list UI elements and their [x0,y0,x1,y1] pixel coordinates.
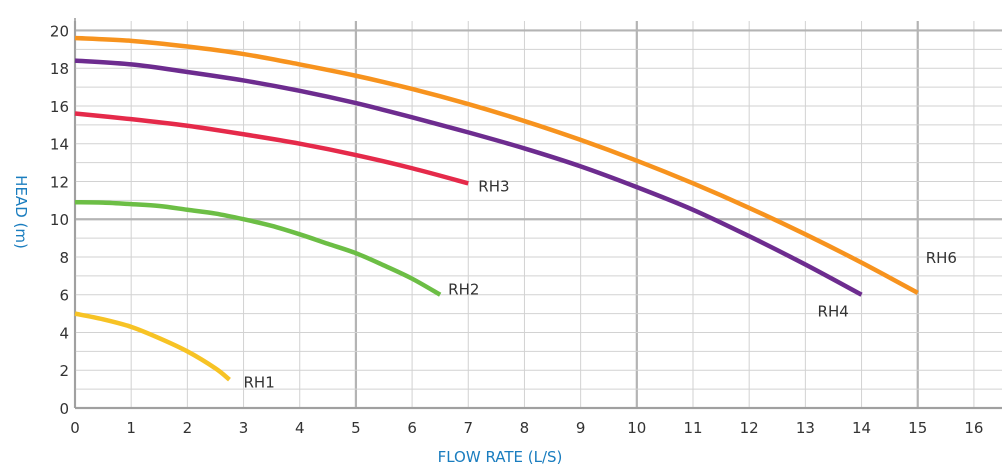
x-tick-label: 1 [126,419,136,437]
x-axis-title: FLOW RATE (L/S) [438,448,563,466]
series-label-rh2: RH2 [448,281,479,299]
y-tick-label: 16 [50,98,69,116]
x-tick-label: 6 [407,419,417,437]
x-tick-label: 5 [351,419,361,437]
series-lines [74,35,919,382]
x-tick-label: 16 [964,419,983,437]
y-tick-label: 12 [50,173,69,191]
series-line-rh2 [74,199,442,297]
axes [74,18,1002,409]
y-tick-label: 20 [50,22,69,40]
series-labels: RH1 RH2 RH3 RH4 RH6 [244,177,957,391]
series-line-rh1 [74,311,231,382]
series-line-rh3 [74,111,469,186]
x-tick-label: 8 [520,419,530,437]
x-tick-label: 4 [295,419,305,437]
series-label-rh1: RH1 [244,374,275,392]
series-label-rh6: RH6 [926,249,957,267]
y-tick-label: 8 [59,249,69,267]
series-line-rh6 [74,35,919,295]
y-tick-label: 18 [50,60,69,78]
x-tick-label: 9 [576,419,586,437]
x-tick-label: 14 [852,419,871,437]
x-tick-label: 11 [683,419,702,437]
y-tick-label: 0 [59,400,69,418]
y-axis-title: HEAD (m) [12,175,30,249]
x-tick-label: 7 [463,419,473,437]
y-tick-label: 14 [50,136,69,154]
series-label-rh4: RH4 [818,303,849,321]
y-tick-label: 10 [50,211,69,229]
series-line-rh4 [74,58,863,297]
x-tick-label: 13 [796,419,815,437]
y-tick-label: 2 [59,362,69,380]
x-tick-label: 12 [740,419,759,437]
x-tick-label: 0 [70,419,80,437]
series-label-rh3: RH3 [478,177,509,195]
x-tick-label: 10 [627,419,646,437]
y-tick-label: 6 [59,287,69,305]
y-tick-label: 4 [59,324,69,342]
tick-labels: 0 1 2 3 4 5 6 7 8 9 10 11 12 13 14 15 160246810121416182… [50,22,984,437]
x-tick-label: 3 [239,419,249,437]
x-tick-label: 15 [908,419,927,437]
x-tick-label: 2 [183,419,193,437]
